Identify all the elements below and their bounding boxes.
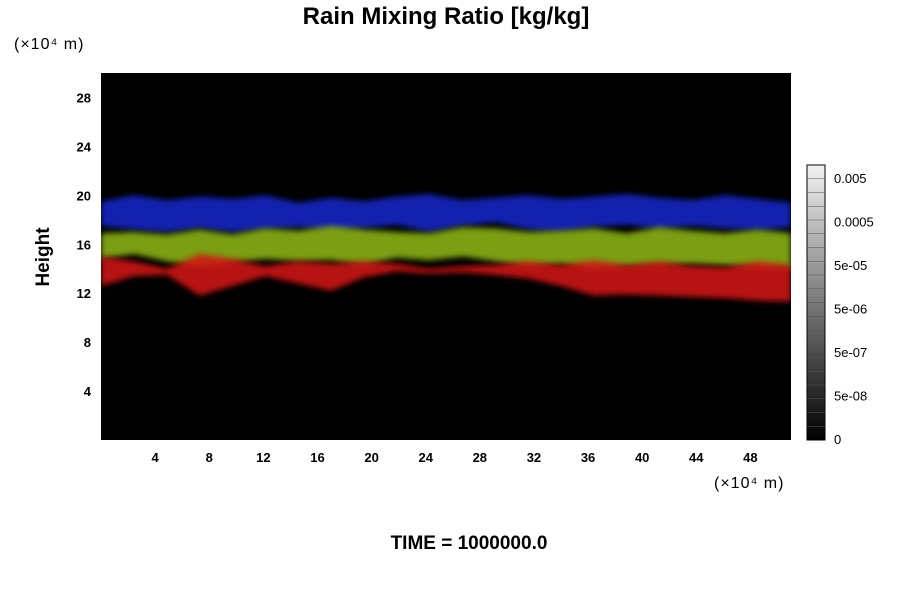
- colorbar-level-lines: [807, 178, 825, 427]
- x-tick-label: 4: [152, 450, 160, 465]
- data-layer-band: [101, 194, 791, 232]
- x-tick-label: 44: [689, 450, 704, 465]
- x-tick-label: 28: [473, 450, 487, 465]
- x-tick-label: 40: [635, 450, 649, 465]
- x-tick-label: 36: [581, 450, 595, 465]
- y-axis-label: Height: [33, 227, 54, 287]
- data-layer-band: [101, 254, 791, 302]
- colorbar-label: 5e-08: [834, 389, 867, 404]
- colorbar-label: 5e-07: [834, 345, 867, 360]
- colorbar-label: 0: [834, 432, 841, 447]
- colorbar-label: 0.005: [834, 171, 867, 186]
- time-label: TIME = 1000000.0: [391, 533, 548, 554]
- y-tick-label: 8: [84, 335, 91, 350]
- y-tick-label: 24: [77, 139, 92, 154]
- x-tick-label: 8: [206, 450, 213, 465]
- colorbar-labels: 0 5e-08 5e-07 5e-06 5e-05 0.0005 0.005: [834, 171, 874, 447]
- y-unit-label: (×10⁴ m): [14, 36, 84, 53]
- x-ticks: 4 8 12 16 20 24 28 32 36 40 44 48: [152, 450, 758, 465]
- y-tick-label: 28: [77, 90, 91, 105]
- colorbar-label: 5e-06: [834, 302, 867, 317]
- data-layers: [101, 194, 791, 302]
- x-tick-label: 20: [364, 450, 378, 465]
- colorbar: 0 5e-08 5e-07 5e-06 5e-05 0.0005 0.005: [806, 164, 874, 447]
- y-ticks: 4 8 12 16 20 24 28: [77, 90, 92, 399]
- y-tick-label: 12: [77, 286, 91, 301]
- x-tick-label: 12: [256, 450, 270, 465]
- colorbar-label: 0.0005: [834, 215, 874, 230]
- x-tick-label: 24: [418, 450, 433, 465]
- y-tick-label: 20: [77, 188, 91, 203]
- x-tick-label: 16: [310, 450, 324, 465]
- x-unit-label: (×10⁴ m): [714, 475, 784, 492]
- colorbar-label: 5e-05: [834, 258, 867, 273]
- x-tick-label: 48: [743, 450, 757, 465]
- chart-title: Rain Mixing Ratio [kg/kg]: [303, 3, 590, 30]
- x-tick-label: 32: [527, 450, 541, 465]
- y-tick-label: 16: [77, 237, 91, 252]
- y-tick-label: 4: [84, 384, 92, 399]
- data-layer-band: [101, 225, 791, 269]
